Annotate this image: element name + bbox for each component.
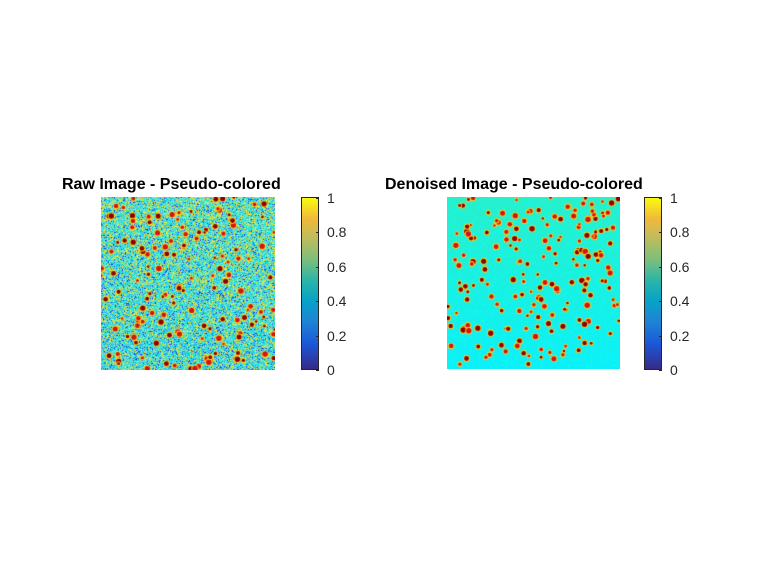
colorbar-tick-label: 1 — [670, 190, 678, 206]
colorbar-tick-label: 1 — [327, 190, 335, 206]
denoised-image-colorbar — [644, 197, 662, 370]
colorbar-tick-label: 0.2 — [670, 327, 690, 344]
colorbar-tick-mark — [316, 232, 319, 233]
colorbar-tick-label: 0.8 — [327, 224, 347, 241]
colorbar-tick-mark — [659, 267, 662, 268]
colorbar-tick-label: 0.6 — [670, 258, 690, 275]
denoised-image-title: Denoised Image - Pseudo-colored — [385, 176, 643, 193]
colorbar-tick-mark — [659, 198, 662, 199]
colorbar-tick-label: 0 — [327, 362, 335, 378]
colorbar-tick-mark — [659, 301, 662, 302]
colorbar-tick-label: 0.6 — [327, 258, 347, 275]
colorbar-tick-mark — [659, 232, 662, 233]
colorbar-tick-mark — [659, 370, 662, 371]
colorbar-tick-mark — [316, 370, 319, 371]
colorbar-tick-label: 0.8 — [670, 224, 690, 241]
raw-image — [101, 197, 275, 370]
colorbar-tick-mark — [316, 267, 319, 268]
colorbar-tick-mark — [316, 336, 319, 337]
colorbar-tick-label: 0.4 — [327, 293, 347, 310]
colorbar-tick-mark — [659, 336, 662, 337]
colorbar-tick-mark — [316, 198, 319, 199]
denoised-image — [447, 197, 620, 369]
colorbar-tick-label: 0.2 — [327, 327, 347, 344]
colorbar-tick-label: 0.4 — [670, 293, 690, 310]
raw-image-title: Raw Image - Pseudo-colored — [62, 176, 281, 193]
colorbar-tick-label: 0 — [670, 362, 678, 378]
raw-image-colorbar — [301, 197, 319, 370]
colorbar-tick-mark — [316, 301, 319, 302]
